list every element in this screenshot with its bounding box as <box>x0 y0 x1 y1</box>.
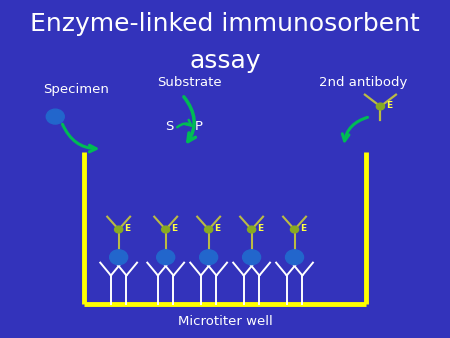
Text: P: P <box>194 120 202 133</box>
Text: S: S <box>166 120 174 133</box>
Circle shape <box>115 226 123 233</box>
Circle shape <box>286 250 304 265</box>
Circle shape <box>162 226 170 233</box>
Text: Enzyme-linked immunosorbent: Enzyme-linked immunosorbent <box>30 11 420 36</box>
Text: assay: assay <box>189 49 261 73</box>
Circle shape <box>200 250 218 265</box>
Circle shape <box>376 103 384 110</box>
Text: E: E <box>214 224 220 233</box>
Circle shape <box>110 250 128 265</box>
Text: Substrate: Substrate <box>158 76 222 89</box>
Circle shape <box>46 109 64 124</box>
Text: E: E <box>124 224 130 233</box>
Circle shape <box>157 250 175 265</box>
Circle shape <box>205 226 213 233</box>
Text: E: E <box>257 224 263 233</box>
Text: E: E <box>300 224 306 233</box>
Circle shape <box>290 226 299 233</box>
Text: E: E <box>386 101 392 110</box>
Text: Microtiter well: Microtiter well <box>178 315 272 328</box>
Text: E: E <box>171 224 177 233</box>
Text: Specimen: Specimen <box>43 83 109 96</box>
Circle shape <box>243 250 261 265</box>
Circle shape <box>248 226 256 233</box>
Text: 2nd antibody: 2nd antibody <box>319 76 407 89</box>
